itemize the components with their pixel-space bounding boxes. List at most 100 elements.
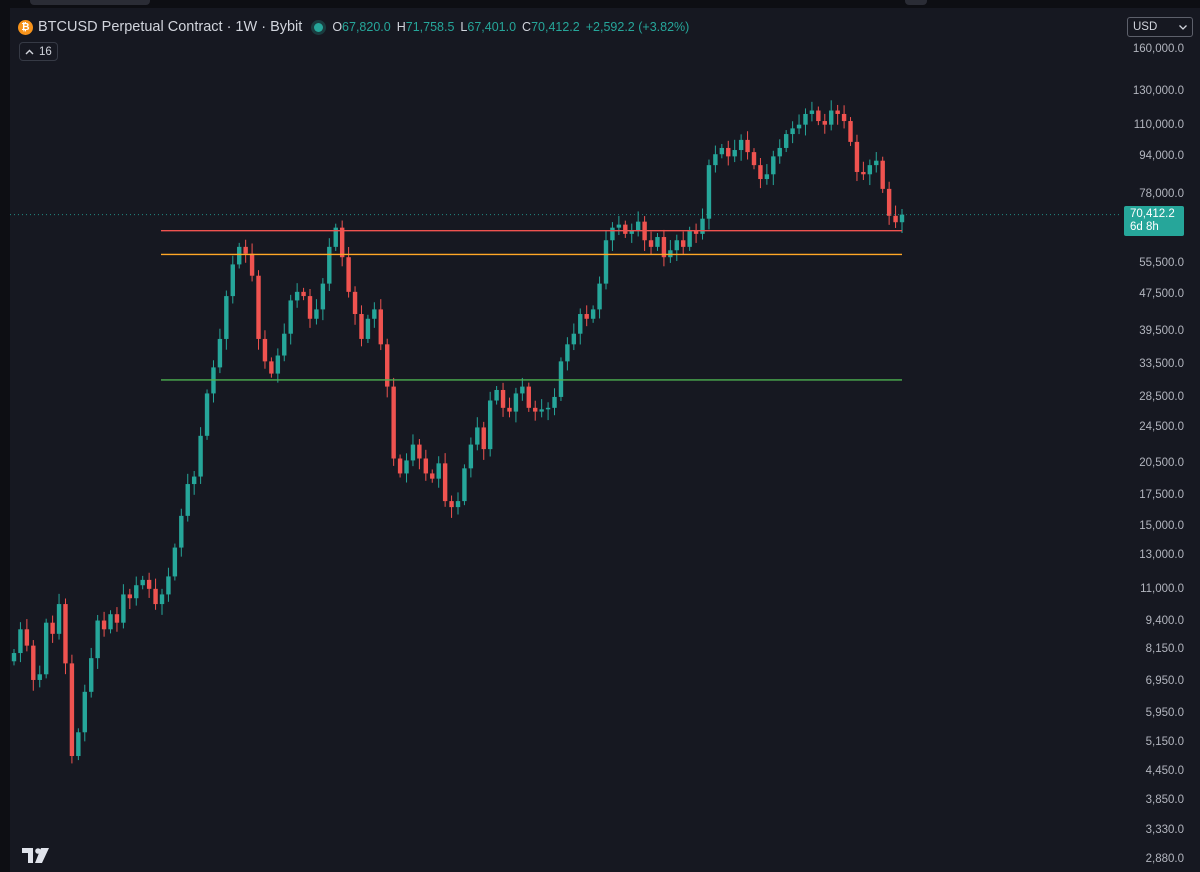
candle-body	[217, 338, 223, 368]
candle-body	[861, 171, 866, 175]
price-tick-label: 24,500.0	[1139, 421, 1184, 434]
candle-body	[706, 165, 712, 219]
candle-body	[552, 396, 557, 408]
candle-body	[89, 658, 94, 692]
candle-body	[584, 314, 589, 319]
candle-body	[745, 139, 750, 153]
candle-body	[146, 579, 152, 589]
candle-body	[423, 458, 429, 474]
open-value: 67,820.0	[342, 20, 391, 34]
open-label: O	[332, 20, 343, 34]
candle-body	[719, 147, 725, 155]
candle-body	[610, 227, 615, 241]
candle-body	[166, 576, 171, 595]
candle-body	[616, 224, 622, 228]
candle-body	[822, 121, 827, 125]
candle-body	[249, 253, 255, 276]
candle-body	[282, 333, 287, 356]
candle-body	[262, 338, 268, 362]
candle-body	[462, 468, 467, 502]
symbol-title[interactable]: BTCUSD Perpetual Contract · 1W · Bybit	[38, 19, 303, 35]
candle-body	[352, 291, 358, 315]
candle-body	[732, 150, 737, 157]
candle-body	[603, 240, 609, 284]
price-tick-label: 160,000.0	[1132, 43, 1184, 56]
candle-body	[179, 515, 184, 548]
price-tick-label: 47,500.0	[1139, 287, 1184, 300]
price-tick-label: 11,000.0	[1140, 582, 1184, 595]
candle-body	[56, 604, 62, 634]
price-tick-label: 9,400.0	[1145, 614, 1184, 627]
price-tick-label: 78,000.0	[1139, 187, 1184, 200]
candle-body	[404, 460, 409, 474]
chart-pane[interactable]	[10, 8, 1120, 872]
candles-group	[11, 100, 905, 764]
currency-value: USD	[1133, 21, 1158, 33]
candle-body	[333, 227, 338, 247]
candle-body	[829, 110, 834, 125]
candle-body	[777, 147, 782, 157]
candle-body	[314, 309, 319, 319]
market-status-dot	[314, 22, 324, 32]
close-label: C	[522, 20, 532, 34]
candle-body	[153, 588, 158, 605]
candle-body	[655, 237, 660, 247]
candle-body	[191, 476, 197, 485]
candle-body	[571, 333, 577, 345]
high-label: H	[396, 20, 406, 34]
candle-body	[385, 344, 390, 387]
candle-body	[294, 291, 300, 301]
price-tick-label: 4,450.0	[1145, 765, 1184, 778]
candle-body	[835, 110, 840, 114]
candle-body	[455, 501, 461, 508]
price-tick-label: 130,000.0	[1132, 85, 1184, 97]
candle-body	[288, 300, 293, 334]
chevron-up-icon	[25, 49, 34, 54]
price-tick-label: 3,330.0	[1145, 823, 1184, 836]
price-tick-label: 6,950.0	[1145, 675, 1184, 688]
candle-body	[809, 110, 815, 114]
candle-body	[37, 674, 42, 680]
candle-body	[513, 393, 519, 412]
candle-body	[713, 154, 718, 166]
top-control-stub[interactable]	[905, 0, 927, 5]
tradingview-logo-icon	[22, 848, 49, 863]
candle-body	[230, 264, 235, 297]
indicator-count: 16	[39, 45, 52, 58]
candle-body	[500, 389, 506, 408]
candle-body	[410, 444, 416, 461]
candle-body	[623, 224, 628, 234]
window-top-bar	[0, 0, 1200, 8]
candle-body	[204, 393, 210, 436]
candle-body	[108, 614, 113, 630]
candle-body	[436, 463, 441, 479]
price-tick-label: 8,150.0	[1145, 643, 1184, 656]
indicators-toggle-button[interactable]: 16	[19, 42, 58, 61]
candle-body	[63, 604, 68, 664]
candle-body	[339, 227, 345, 258]
price-tick-label: 20,500.0	[1139, 457, 1184, 470]
candle-body	[751, 152, 757, 166]
candle-body	[494, 389, 499, 401]
candle-body	[539, 409, 544, 412]
candle-body	[269, 361, 274, 374]
tradingview-logo[interactable]	[22, 848, 50, 869]
candle-body	[803, 113, 808, 125]
currency-select[interactable]: USD	[1127, 17, 1193, 37]
candle-body	[346, 257, 351, 292]
candle-body	[320, 283, 326, 310]
price-tick-label: 5,950.0	[1145, 706, 1184, 719]
price-tick-label: 55,500.0	[1139, 256, 1184, 269]
candle-body	[224, 296, 229, 339]
candle-body	[661, 237, 667, 258]
top-tab-stub[interactable]	[30, 0, 150, 5]
candle-body	[243, 246, 248, 254]
candle-body	[365, 318, 371, 339]
candle-body	[674, 240, 679, 251]
bar-countdown: 6d 8h	[1130, 220, 1159, 233]
low-value: 67,401.0	[467, 20, 517, 34]
candle-body	[114, 614, 120, 623]
price-axis[interactable]: 160,000.0 130,000.0 110,000.0 94,000.0 78,00…	[1120, 8, 1200, 872]
candlestick-chart[interactable]	[10, 8, 1120, 872]
candle-body	[545, 407, 551, 410]
